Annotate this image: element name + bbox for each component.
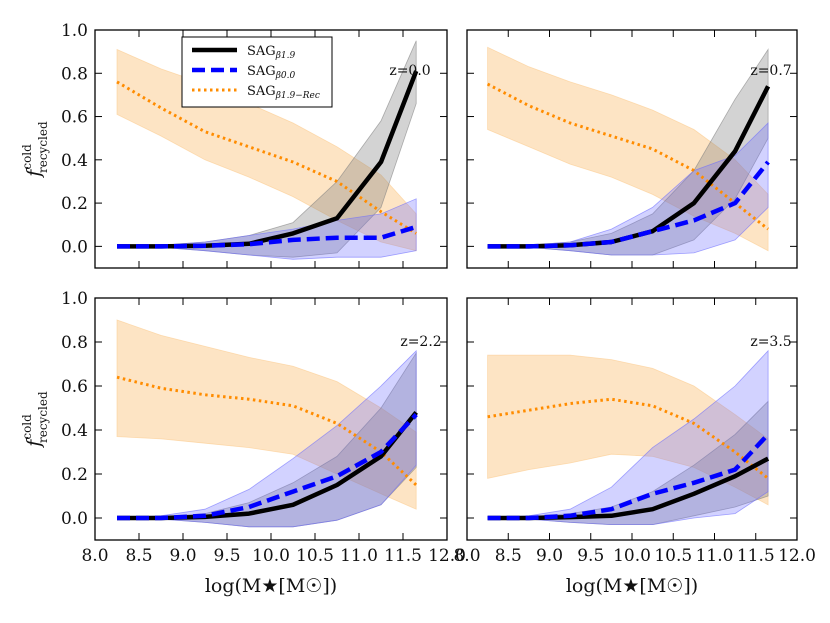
x-tick-label: 9.5 (577, 546, 604, 566)
legend-label-orange: SAGβ1.9−Rec (247, 84, 320, 101)
redshift-label: z=3.5 (750, 334, 791, 350)
x-tick-label: 10.0 (252, 546, 290, 566)
blue-line (487, 160, 770, 249)
y-tick-label: 0.0 (61, 237, 88, 257)
x-tick-label: 11.0 (340, 546, 378, 566)
orange-line (116, 375, 418, 487)
y-tick-label: 1.0 (61, 21, 88, 41)
x-tick-label: 11.5 (384, 546, 422, 566)
orange-line (486, 82, 770, 231)
x-axis-label: log(M★[M☉]) (205, 575, 337, 597)
panel-4: 8.0 8.5 9.0 9.5 10.0 10.5 11.0 11.5 12.0 z=3.5 log… (453, 297, 816, 597)
y-tick-label: 0.4 (61, 421, 88, 441)
x-tick-label: 9.0 (169, 546, 196, 566)
x-tick-label: 10.5 (654, 546, 692, 566)
orange-band (487, 354, 769, 506)
legend-label-black: SAGβ1.9 (247, 44, 295, 61)
blue-line (487, 432, 770, 521)
redshift-label: z=0.0 (389, 63, 430, 79)
x-tick-label: 10.0 (613, 546, 651, 566)
redshift-label: z=0.7 (750, 63, 791, 79)
y-tick-label: 0.8 (61, 333, 88, 353)
y-tick-label: 0.2 (61, 194, 88, 214)
x-tick-label: 8.5 (125, 546, 152, 566)
y-tick-label: 1.0 (61, 289, 88, 309)
legend-label-blue: SAGβ0.0 (247, 64, 295, 81)
black-line (117, 410, 418, 521)
panel-3: 0.0 0.2 0.4 0.6 0.8 1.0 8.0 8.5 9.0 9.5 10.0 10.5 11… (20, 289, 466, 597)
x-axis-label: log(M★[M☉]) (566, 575, 698, 597)
y-tick-label: 0.0 (61, 509, 88, 529)
black-line (117, 70, 419, 249)
x-tick-label: 11.0 (696, 546, 734, 566)
x-tick-label: 12.0 (428, 546, 466, 566)
x-tick-label: 12.0 (778, 546, 816, 566)
redshift-label: z=2.2 (400, 334, 441, 350)
orange-band (116, 319, 417, 510)
y-tick-label: 0.6 (61, 108, 88, 128)
blue-line (117, 413, 418, 521)
panel-1: 0.0 0.2 0.4 0.6 0.8 1.0 z=0.0 fcold recycled SAGβ… (20, 21, 448, 269)
blue-line (117, 224, 417, 249)
panel-2: z=0.7 (466, 29, 798, 269)
x-tick-label: 11.5 (737, 546, 775, 566)
y-axis-label: fcold recycled (20, 391, 50, 449)
x-tick-label: 9.0 (536, 546, 563, 566)
y-tick-label: 0.8 (61, 64, 88, 84)
x-tick-label: 9.5 (213, 546, 240, 566)
x-tick-label: 8.0 (81, 546, 108, 566)
y-tick-label: 0.2 (61, 465, 88, 485)
legend: SAGβ1.9 SAGβ0.0 SAGβ1.9−Rec (181, 36, 333, 108)
orange-line (487, 397, 770, 480)
y-axis-label: fcold recycled (20, 121, 50, 179)
y-tick-label: 0.6 (61, 377, 88, 397)
x-tick-label: 10.5 (296, 546, 334, 566)
y-tick-label: 0.4 (61, 151, 88, 171)
x-tick-label: 8.5 (495, 546, 522, 566)
x-tick-label: 8.0 (453, 546, 480, 566)
